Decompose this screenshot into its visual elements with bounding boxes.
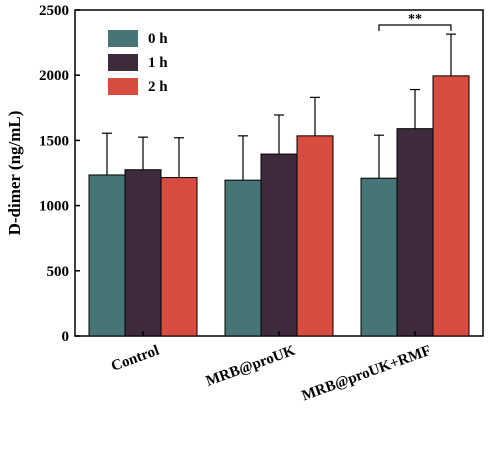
y-tick-label: 2500 — [39, 3, 69, 19]
bar-2-1h — [260, 153, 298, 337]
error-bars-group — [102, 33, 456, 181]
y-tick-label: 1000 — [39, 199, 69, 215]
significance-label: ** — [408, 12, 422, 27]
bar-3-2h — [432, 75, 470, 337]
bar-2-0h — [224, 179, 262, 337]
legend-label: 0 h — [148, 31, 168, 47]
legend-swatch — [108, 30, 138, 47]
y-axis-title: D-dimer (ng/mL) — [5, 111, 24, 236]
legend-swatch — [108, 54, 138, 71]
legend: 0 h 1 h 2 h — [108, 30, 168, 95]
y-tick-label: 0 — [62, 329, 70, 345]
y-tick-label: 1500 — [39, 133, 69, 149]
legend-label: 1 h — [148, 55, 168, 71]
significance-bracket — [378, 24, 452, 31]
bar-1-2h — [160, 177, 198, 337]
y-tick-label: 500 — [47, 264, 70, 280]
bar-2-2h — [296, 135, 334, 337]
legend-swatch — [108, 78, 138, 95]
x-tick-label: MRB@proUK+RMF — [300, 343, 434, 405]
bar-3-1h — [396, 128, 434, 337]
x-tick-label: MRB@proUK — [204, 343, 298, 390]
bar-3-0h — [360, 177, 398, 337]
y-tick-label: 2000 — [39, 68, 69, 84]
bar-1-1h — [124, 169, 162, 337]
legend-label: 2 h — [148, 79, 168, 95]
bar-1-0h — [88, 174, 126, 337]
significance-annotation: ** — [378, 12, 452, 31]
x-tick-label: Control — [109, 343, 161, 375]
